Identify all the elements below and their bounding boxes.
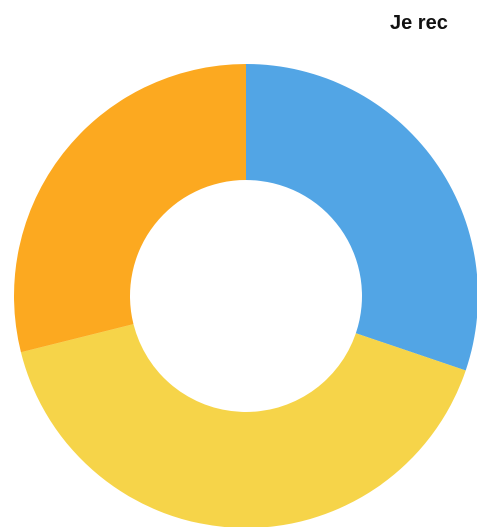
donut-slice-3	[13, 64, 246, 353]
donut-slice-2	[20, 324, 466, 527]
donut-slice-1	[246, 64, 477, 371]
chart-title: Je rec	[390, 12, 448, 34]
